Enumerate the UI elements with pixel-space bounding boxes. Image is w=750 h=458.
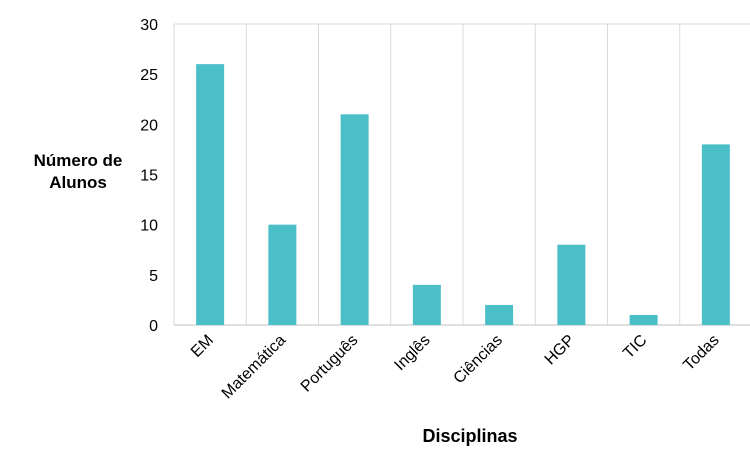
y-tick-label: 15: [140, 168, 158, 185]
y-tick-label: 25: [140, 67, 158, 84]
y-axis-title: Número de Alunos: [14, 150, 142, 194]
y-tick-label: 30: [140, 17, 158, 34]
x-tick-label: Inglês: [391, 332, 433, 374]
y-axis-title-line-2: Alunos: [49, 173, 107, 192]
x-tick-label: Matemática: [219, 332, 290, 403]
bar: [701, 144, 730, 325]
y-tick-label: 5: [149, 268, 158, 285]
x-tick-label: Todas: [680, 332, 722, 374]
y-tick-label: 0: [149, 318, 158, 335]
y-tick-label: 20: [140, 117, 158, 134]
bar: [412, 284, 441, 325]
x-tick-label: Português: [298, 332, 362, 396]
x-tick-label: Ciências: [451, 332, 506, 387]
bar: [557, 244, 586, 325]
bar: [340, 114, 369, 325]
bar: [629, 314, 658, 325]
x-axis-title: Disciplinas: [422, 426, 518, 446]
y-axis-title-line-1: Número de: [33, 151, 123, 170]
bar: [268, 224, 297, 325]
y-tick-label: 10: [140, 218, 158, 235]
x-tick-label: HGP: [542, 332, 579, 369]
bar: [196, 64, 225, 325]
bar: [485, 304, 514, 325]
x-tick-label: EM: [188, 332, 217, 361]
x-tick-label: TIC: [620, 332, 650, 362]
